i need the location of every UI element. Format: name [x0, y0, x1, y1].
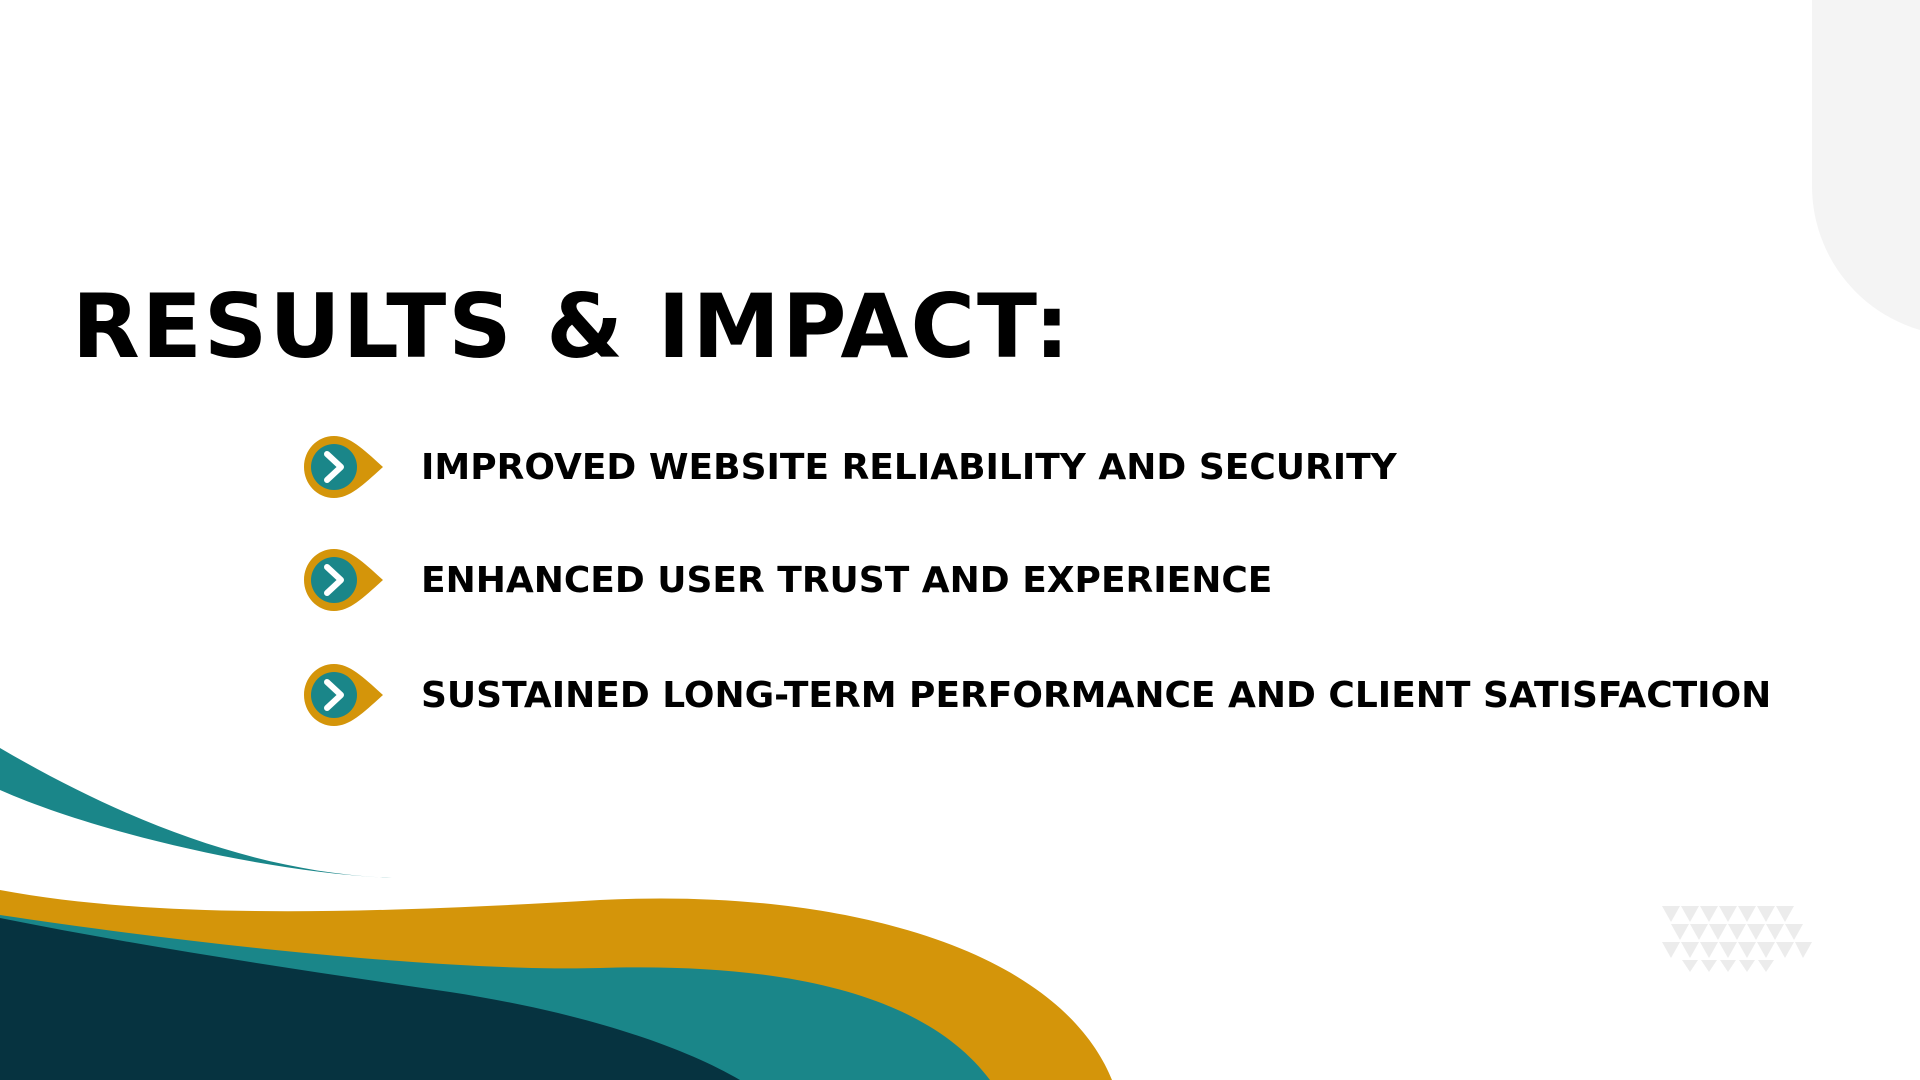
bullet-item: SUSTAINED LONG-TERM PERFORMANCE AND CLIE…	[300, 660, 1771, 730]
bullet-text: ENHANCED USER TRUST AND EXPERIENCE	[421, 559, 1273, 601]
slide-title: RESULTS & IMPACT:	[72, 275, 1072, 378]
bullet-text: SUSTAINED LONG-TERM PERFORMANCE AND CLIE…	[421, 674, 1772, 716]
navy-wave	[0, 918, 740, 1080]
teal-swoosh	[0, 748, 392, 878]
chevron-right-icon	[304, 436, 383, 498]
bullet-text: IMPROVED WEBSITE RELIABILITY AND SECURIT…	[421, 446, 1397, 488]
chevron-right-icon	[304, 549, 383, 611]
triangle-pattern	[1662, 906, 1812, 972]
bullet-item: ENHANCED USER TRUST AND EXPERIENCE	[300, 545, 1272, 615]
bullet-item: IMPROVED WEBSITE RELIABILITY AND SECURIT…	[300, 432, 1397, 502]
chevron-right-icon	[304, 664, 383, 726]
